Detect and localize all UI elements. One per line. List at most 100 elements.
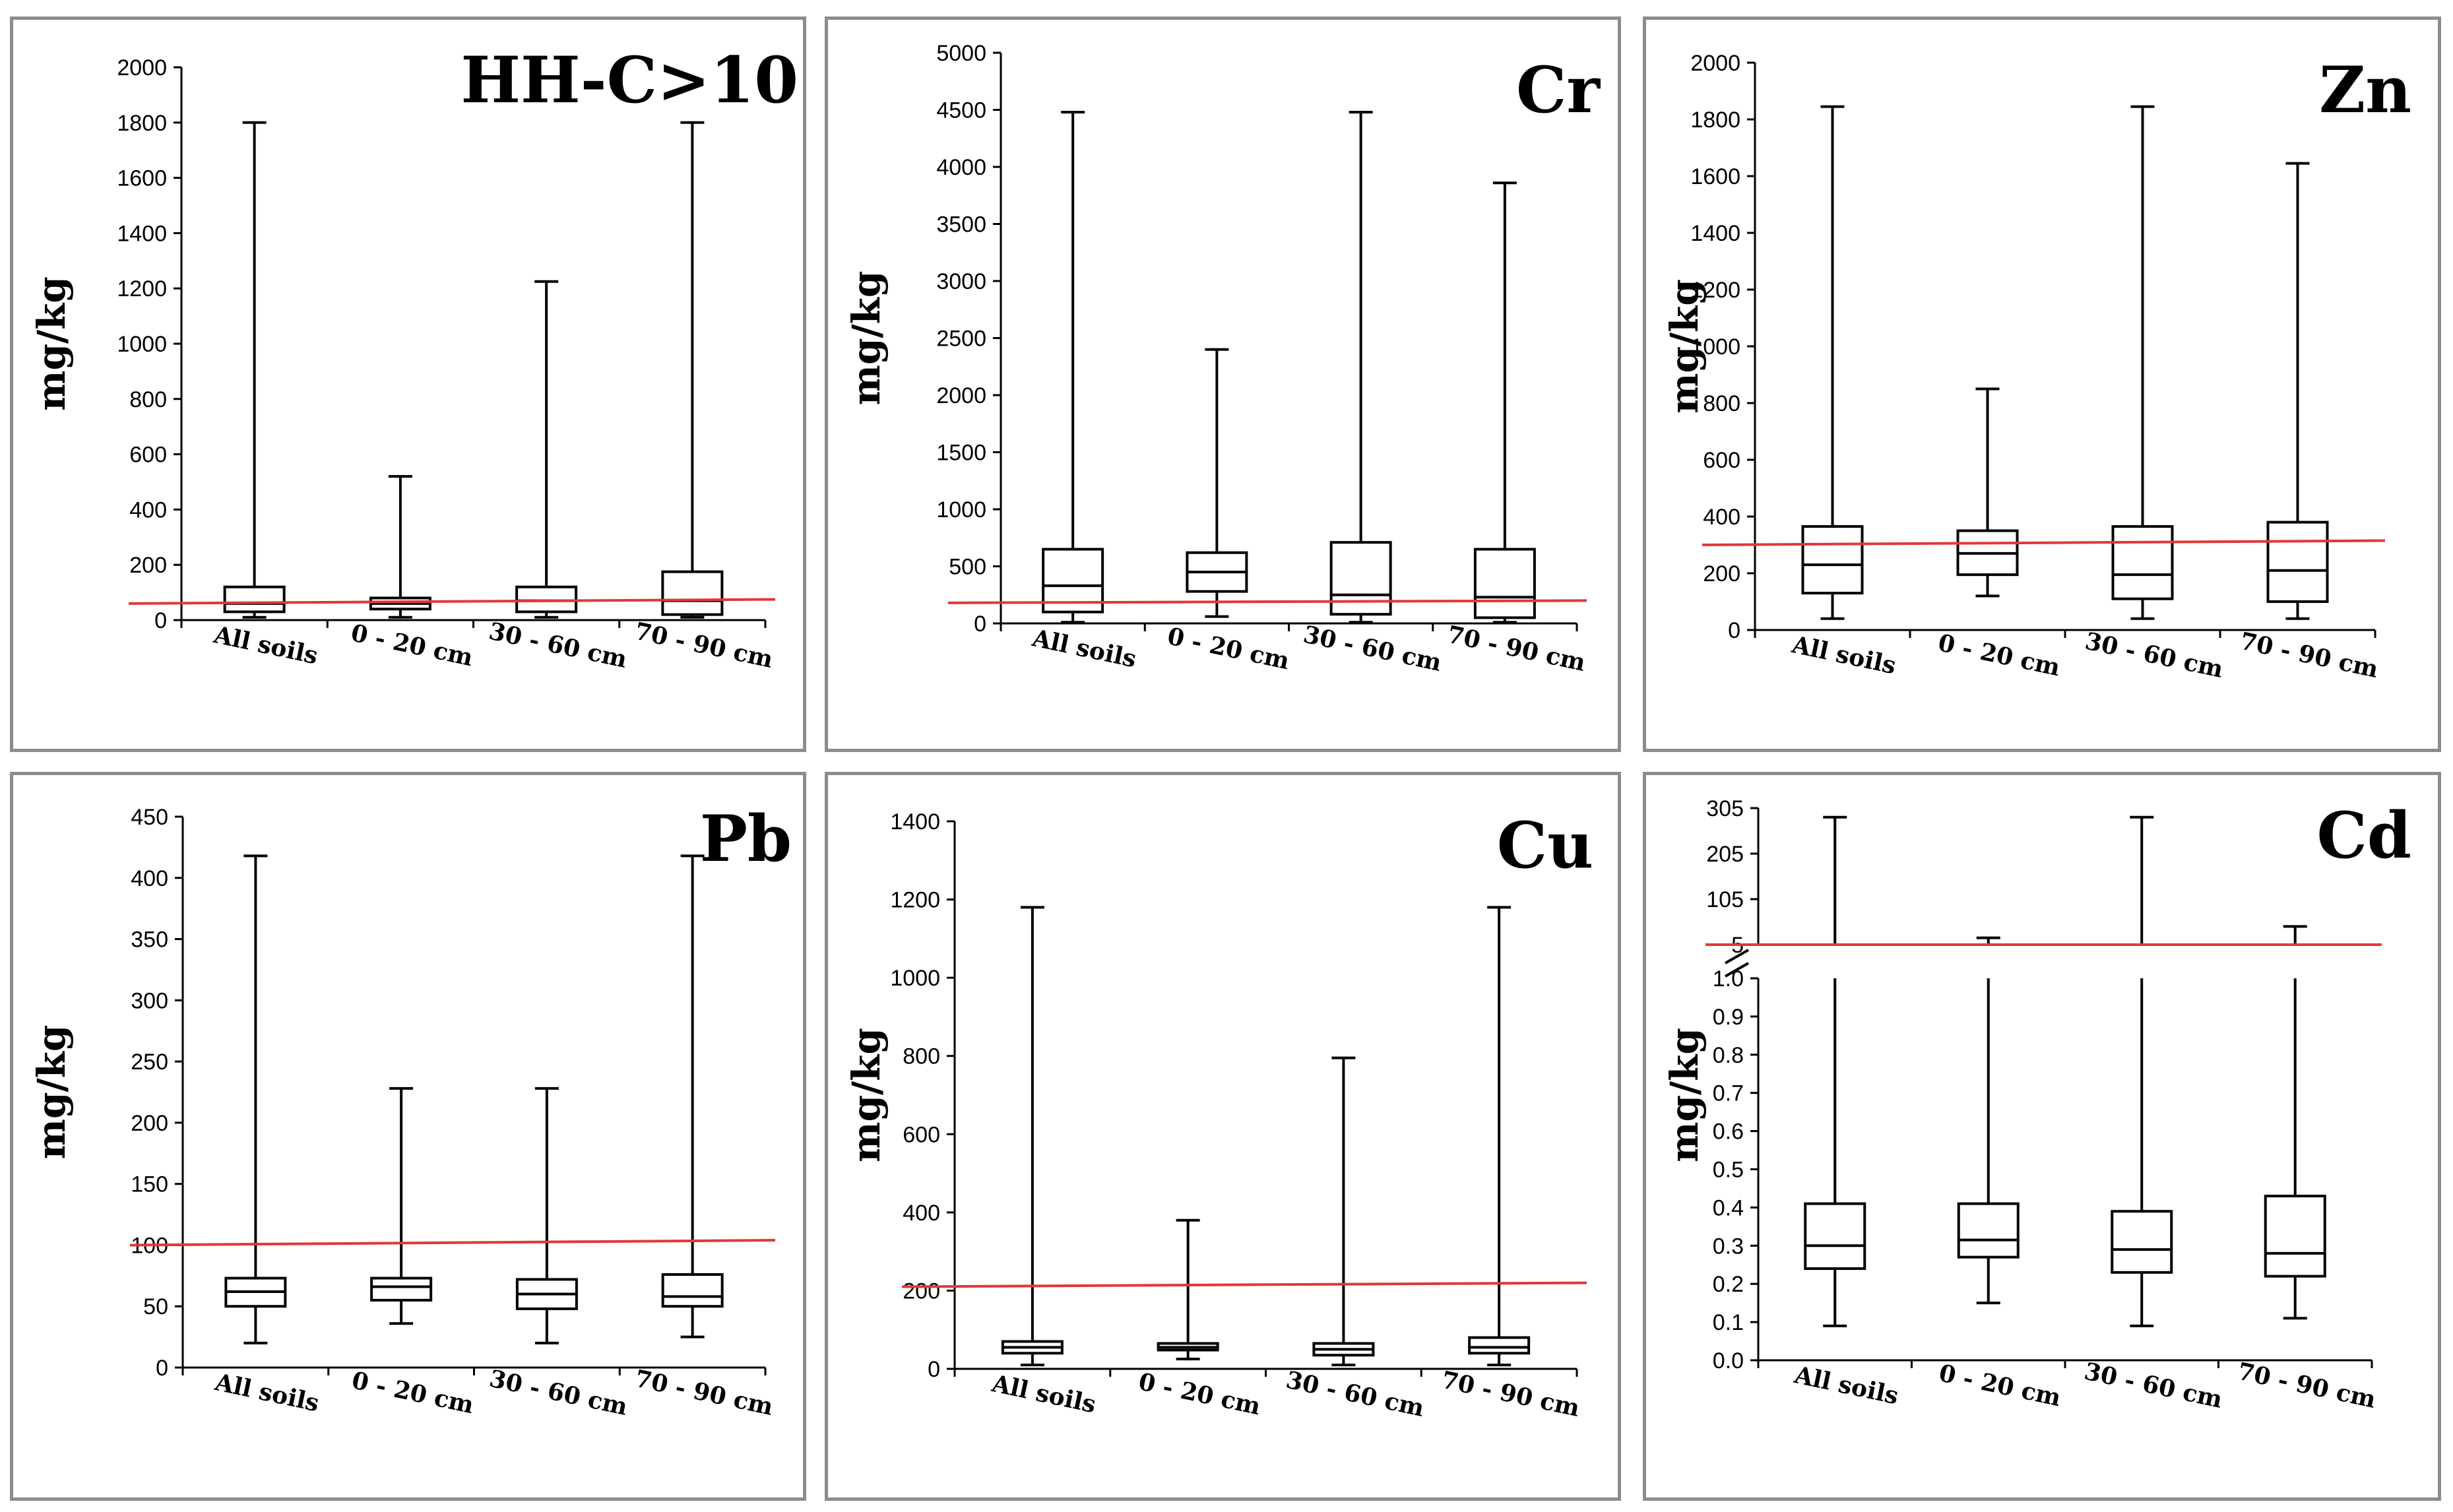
box-iqr [223,585,286,614]
y-tick-label: 3500 [936,212,986,237]
upper-y-tick-label: 305 [1706,796,1744,821]
x-category-label: 70 - 90 cm [1445,621,1588,677]
box-iqr [515,585,578,614]
chart-cd: 0.00.10.20.30.40.50.60.70.80.91.05105205… [1662,796,2411,1414]
box-iqr [661,1273,724,1308]
x-category-label: 70 - 90 cm [632,617,775,674]
y-tick-label: 1500 [936,441,986,466]
box-iqr [2266,520,2329,603]
x-category-label: All soils [1791,1361,1901,1410]
x-category-label: All soils [989,1370,1099,1418]
box-iqr [370,1276,433,1302]
x-category-label: All soils [1789,631,1899,679]
chart-hh-c10: 0 200 400 600 800 1000 1200 1400 1600 1800 2000 All… [29,43,798,674]
x-category-label: 30 - 60 cm [2082,1358,2225,1414]
y-tick-label: 2000 [1690,51,1740,76]
y-tick-label: 500 [949,555,986,580]
y-tick-label: 0.1 [1713,1310,1744,1335]
y-tick-label: 150 [131,1172,168,1197]
chart-cr: 0 500 1000 1500 2000 2500 3000 3500 4000 4500 5000… [844,41,1601,677]
x-category-label: 70 - 90 cm [1439,1366,1582,1422]
threshold-line [1702,539,2386,546]
y-tick-label: 0.3 [1713,1234,1744,1259]
panel-cu: 0 200 400 600 800 1000 1200 1400 All soils 0 - 20… [825,772,1621,1501]
y-tick-label: 600 [1703,448,1740,473]
y-tick-label: 200 [131,1111,168,1136]
y-tick-label: 800 [903,1044,940,1069]
y-tick-label: 0.8 [1713,1043,1744,1068]
y-tick-label: 0 [154,608,167,633]
box-iqr [1468,1336,1531,1355]
box-iqr [1957,1202,2020,1259]
y-tick-label: 0.9 [1713,1005,1744,1030]
y-tick-label: 1600 [1690,164,1740,189]
y-tick-label: 600 [903,1122,940,1147]
y-tick-label: 0.6 [1713,1119,1744,1145]
x-category-label: 70 - 90 cm [2238,627,2381,683]
x-category-label: 70 - 90 cm [633,1365,776,1421]
y-tick-label: 0.7 [1713,1081,1744,1106]
panel-zn: 0 200 400 600 800 1000 1200 1400 1600 1800 2000 All… [1643,16,2441,752]
x-category-label: All soils [211,621,321,670]
upper-y-tick-label: 105 [1706,887,1744,912]
panel-cr: 0 500 1000 1500 2000 2500 3000 3500 4000 4500 5000… [825,16,1621,752]
x-category-label: 30 - 60 cm [1283,1366,1426,1422]
box-iqr [1473,548,1536,619]
y-tick-label: 0 [974,612,986,637]
x-category-label: 30 - 60 cm [487,1365,630,1421]
y-axis-title: mg/kg [1662,279,1707,414]
chart-title: Cu [1497,808,1593,883]
y-tick-label: 0.5 [1713,1158,1744,1183]
box-iqr [1804,1202,1866,1271]
chart-zn: 0 200 400 600 800 1000 1200 1400 1600 1800 2000 All… [1662,51,2411,683]
threshold-line [901,1281,1587,1288]
y-tick-label: 2000 [936,383,986,408]
y-tick-label: 200 [1703,561,1740,586]
x-category-label: 70 - 90 cm [2235,1358,2378,1414]
y-tick-label: 1200 [117,276,167,301]
box-iqr [2111,1210,2173,1274]
y-tick-label: 1200 [890,888,940,913]
chart-title: Cd [2316,798,2411,873]
y-tick-label: 2500 [936,327,986,352]
threshold-line [129,1239,776,1247]
x-category-label: 0 - 20 cm [348,619,475,672]
x-category-label: 0 - 20 cm [1136,1368,1263,1420]
chart-title: HH-C>10 [461,43,798,117]
y-axis-title: mg/kg [1662,1028,1707,1162]
y-tick-label: 1400 [1690,221,1740,246]
y-tick-label: 5000 [936,41,986,66]
y-tick-label: 0 [928,1357,940,1382]
y-tick-label: 1.0 [1713,966,1744,992]
y-tick-label: 1000 [890,966,940,991]
x-category-label: 30 - 60 cm [2083,627,2226,683]
x-category-label: 30 - 60 cm [486,617,629,674]
axis-break-mark [1725,962,1749,978]
x-category-label: 0 - 20 cm [1936,1359,2063,1412]
x-category-label: 30 - 60 cm [1301,621,1444,677]
y-axis-title: mg/kg [844,1028,889,1162]
y-tick-label: 0 [156,1356,168,1381]
threshold-line [128,598,776,605]
box-iqr [661,570,724,616]
y-tick-label: 450 [131,805,168,830]
panel-pb: 0 50 100 150 200 250 300 350 400 450 All soils 0 - … [10,772,806,1501]
y-tick-label: 600 [129,443,167,468]
y-tick-label: 800 [129,387,167,412]
y-axis-title: mg/kg [844,271,889,406]
y-tick-label: 1600 [117,166,167,191]
box-iqr [1329,541,1392,616]
y-tick-label: 400 [1703,505,1740,530]
y-tick-label: 200 [129,553,167,578]
y-tick-label: 2000 [117,55,167,80]
x-category-label: 0 - 20 cm [1936,629,2062,681]
upper-y-tick-label: 205 [1706,842,1744,867]
box-iqr [2111,525,2174,600]
y-tick-label: 1000 [117,332,167,357]
box-iqr [1801,525,1864,595]
y-axis-title: mg/kg [29,276,74,411]
y-tick-label: 4500 [936,98,986,123]
threshold-line [947,599,1587,604]
panel-cd: 0.00.10.20.30.40.50.60.70.80.91.05105205… [1643,772,2441,1501]
